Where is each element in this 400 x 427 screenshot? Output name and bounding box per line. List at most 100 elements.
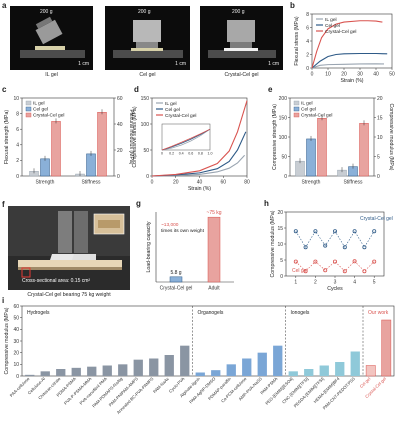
y-tick-label: 20: [277, 210, 283, 216]
y-tick-label: 10: [377, 135, 383, 141]
legend-label: IL gel: [33, 101, 45, 107]
bar-0: [25, 374, 35, 376]
y-axis-label: Compressive modulus (MPa): [270, 210, 276, 277]
annotation-text: times its own weight: [161, 228, 205, 234]
y-tick-label: 5: [280, 258, 283, 264]
inset-x-tick-label: 0.6: [188, 152, 193, 156]
bar-15: [257, 352, 267, 376]
inset-frame: [161, 123, 211, 151]
x-tick-label: 60: [220, 180, 226, 186]
y-tick-label: 150: [141, 96, 150, 102]
photo-cel-gel: 200 g 1 cm: [105, 6, 190, 70]
x-tick-label: 30: [357, 72, 363, 78]
data-point: [362, 245, 367, 250]
series-label: Cel gel: [292, 268, 308, 274]
legend-label: Crystal-Cel gel: [301, 113, 332, 119]
weight-label: 200 g: [138, 9, 151, 15]
weight-illustration: [20, 16, 85, 58]
category-label: Adult: [208, 286, 220, 292]
bar-16: [273, 345, 283, 376]
x-axis-label: Strain (%): [340, 78, 363, 84]
y-axis-label: Flexural strength (MPa): [4, 110, 10, 164]
group-label: Ionogels: [291, 310, 310, 316]
weight-illustration: [113, 20, 183, 58]
weight-illustration: [208, 20, 276, 58]
y-tick-label: 100: [141, 122, 150, 128]
y-tick-label: 0: [146, 174, 149, 180]
annotation-text: ~13,000: [161, 222, 179, 228]
bar-3: [71, 367, 81, 376]
y-tick-label: 30: [13, 339, 19, 345]
x-axis-label: Cycles: [327, 286, 343, 292]
category-label: Strength: [36, 180, 55, 186]
y-tick-label: 10: [277, 242, 283, 248]
bar-7: [133, 359, 143, 376]
data-point: [303, 245, 308, 250]
series-line: [295, 230, 375, 248]
bar-13: [226, 364, 236, 376]
photo-load-bearing: Cross-sectional area: 0.15 cm²: [8, 206, 130, 290]
y-tick-label: 10: [13, 96, 19, 102]
x-tick-label: 80: [244, 180, 250, 186]
y-axis-label: Compressive stress (MPa): [132, 106, 138, 167]
legend-swatch: [293, 100, 300, 106]
x-tick-label: 4: [353, 280, 356, 286]
inset-x-tick-label: 0.2: [169, 152, 174, 156]
photo-il-gel: 200 g 1 cm: [10, 6, 93, 70]
y-tick-label: 0: [377, 174, 380, 180]
x-tick-label: 10: [325, 72, 331, 78]
data-point: [332, 259, 337, 264]
inset-x-tick-label: 0: [161, 152, 163, 156]
y-tick-label: 4: [306, 39, 309, 45]
y-axis-label: Flexural stress (MPa): [294, 16, 300, 66]
inset-series-line: [161, 128, 211, 151]
bar-strength-0: [295, 160, 305, 177]
bar-21: [350, 351, 360, 376]
bar-14: [242, 358, 252, 376]
y-axis-label: Compressive strength (MPa): [272, 104, 278, 170]
bar-17: [288, 371, 298, 376]
legend-swatch: [25, 106, 32, 112]
y-tick-label: 8: [306, 12, 309, 18]
data-point: [323, 268, 328, 273]
y-tick-label: 0: [16, 174, 19, 180]
bar-10: [180, 345, 190, 376]
y-tick-label: 2: [16, 158, 19, 164]
data-point: [362, 269, 367, 274]
bar-stiffness-2: [359, 123, 369, 177]
legend-label: Cel gel: [165, 107, 180, 113]
x-tick-label: 3: [334, 280, 337, 286]
legend-label: Cel gel: [33, 107, 48, 113]
bar-22: [365, 365, 376, 377]
category-label: PAM-NaAc: [152, 376, 170, 394]
y-tick-label: 0: [280, 274, 283, 280]
bar-8: [149, 358, 159, 376]
x-tick-label: 0: [311, 72, 314, 78]
y-tick-label: 60: [117, 96, 123, 102]
x-tick-label: 0: [151, 180, 154, 186]
legend-label: Crystal-Cel gel: [165, 113, 196, 119]
y-tick-label: 100: [279, 135, 288, 141]
bar-1: [40, 371, 50, 376]
y-axis-label-right: Flexural modulus (MPa): [128, 109, 134, 164]
data-point: [293, 259, 298, 264]
weight-label: 200 g: [232, 9, 245, 15]
caption-cel-gel: Cel gel: [139, 72, 156, 78]
inset-x-tick-label: 0.8: [198, 152, 203, 156]
y-tick-label: 20: [377, 96, 383, 102]
bar-6: [118, 364, 128, 376]
legend-label: Cel gel: [301, 107, 316, 113]
panel-label-d: d: [134, 85, 139, 94]
y-tick-label: 15: [377, 115, 383, 121]
chart-i: 0102030405060PAA-celluloseCellulose-AlCh…: [4, 304, 395, 415]
x-tick-label: 5: [373, 280, 376, 286]
scale-bar-label: 1 cm: [268, 61, 279, 67]
bar-18: [304, 369, 314, 376]
weight-label: 200 g: [40, 9, 53, 15]
chart-c: 0 2 4 6 8 10 0 20 40 60 Strength Stiffness IL gelCel…: [4, 96, 134, 186]
panel-label-h: h: [264, 199, 269, 208]
bar-adult: [207, 216, 221, 283]
